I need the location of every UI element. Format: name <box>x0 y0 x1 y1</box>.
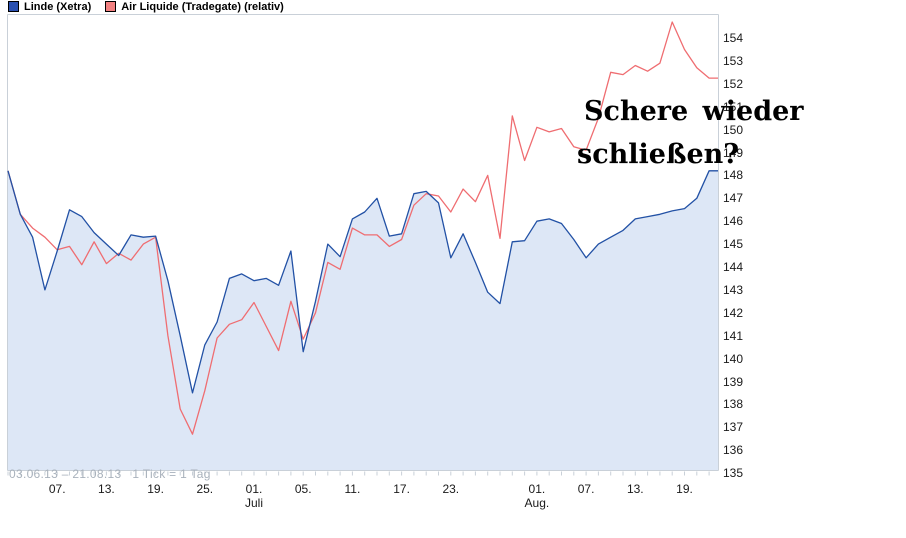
annotation-line2: schließen? <box>577 139 740 170</box>
x-axis-label: 13. <box>626 482 644 496</box>
x-axis-label: 13. <box>98 482 115 496</box>
y-axis-label: 151 <box>723 99 744 114</box>
x-axis-label: 25. <box>196 482 214 496</box>
y-axis-label: 143 <box>723 282 744 297</box>
y-axis-label: 146 <box>723 214 744 229</box>
airliquide-line <box>7 21 718 435</box>
y-axis-label: 136 <box>723 443 744 458</box>
y-axis-label: 137 <box>723 420 744 435</box>
x-axis-label: 11. <box>344 482 361 496</box>
y-axis-label: 154 <box>723 31 744 45</box>
linde-swatch-icon <box>8 1 19 12</box>
airliquide-swatch-icon <box>105 1 117 12</box>
x-axis-label: 19. <box>147 482 164 496</box>
y-axis-label: 138 <box>723 397 744 412</box>
y-axis-label: 145 <box>723 237 744 252</box>
y-axis-label: 141 <box>723 328 744 343</box>
legend-item-linde: Linde (Xetra) <box>8 1 91 13</box>
x-axis-label: 05. <box>294 482 312 496</box>
x-axis-label: 23. <box>442 482 460 496</box>
x-axis-label: 07. <box>577 482 595 496</box>
month-label: Aug. <box>524 496 550 510</box>
x-axis-label: 07. <box>48 482 66 496</box>
legend-label-airliquide: Air Liquide (Tradegate) (relativ) <box>121 0 284 13</box>
legend-item-airliquide: Air Liquide (Tradegate) (relativ) <box>105 1 284 13</box>
annotation-line1: Schere wieder <box>584 96 804 127</box>
y-axis-label: 152 <box>723 76 744 91</box>
y-axis-label: 150 <box>723 122 744 137</box>
y-axis-label: 149 <box>723 145 744 160</box>
date-range-note: 03.06.13 – 21.08.13 1 Tick = 1 Tag <box>9 467 211 481</box>
plot-border <box>7 14 719 471</box>
day-tick-marks <box>7 471 710 476</box>
linde-line <box>7 170 718 394</box>
y-axis-label: 147 <box>723 191 744 206</box>
y-axis-label: 153 <box>723 53 744 68</box>
y-axis-label: 142 <box>723 305 744 320</box>
linde-area-fill <box>8 170 718 471</box>
month-label: Juli <box>244 496 263 510</box>
y-axis-label: 148 <box>723 168 744 183</box>
legend-label-linde: Linde (Xetra) <box>24 0 92 13</box>
y-axis-label: 144 <box>723 260 744 274</box>
x-axis-label: 01. <box>245 482 263 496</box>
x-axis-label: 17. <box>393 482 410 496</box>
x-axis-label: 19. <box>676 482 693 496</box>
y-axis-label: 135 <box>723 466 744 481</box>
y-axis-label: 140 <box>723 351 744 366</box>
annotation-text: Schere wieder schließen? <box>577 90 804 176</box>
y-axis-label: 139 <box>723 374 744 389</box>
x-axis-label: 01. <box>528 482 546 496</box>
chart-legend: Linde (Xetra) Air Liquide (Tradegate) (r… <box>8 1 284 13</box>
